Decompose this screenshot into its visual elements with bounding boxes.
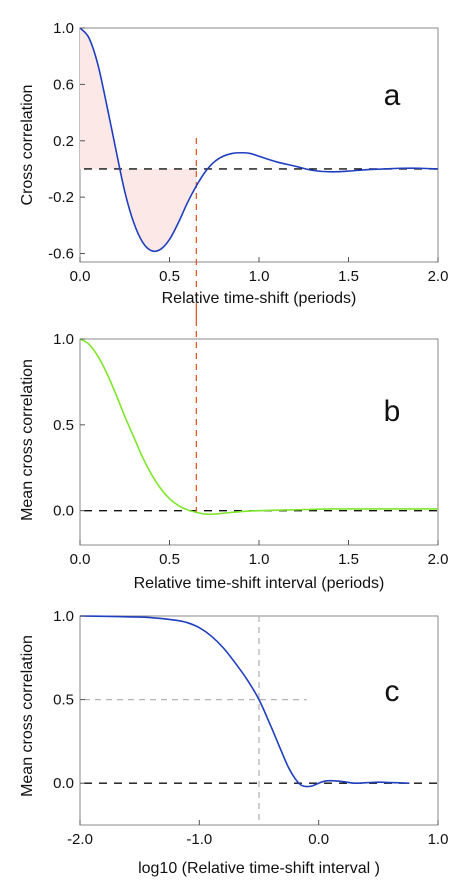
panel-b-x-tick-label: 0.5 — [159, 551, 180, 568]
panel-a-x-tick-label: 1.5 — [338, 268, 359, 285]
panel-c-y-axis-title: Mean cross correlation — [19, 635, 36, 797]
panel-b-x-axis-title: Relative time-shift interval (periods) — [134, 575, 385, 592]
panel-c-letter: c — [385, 675, 400, 708]
panel-a-x-axis-title: Relative time-shift (periods) — [162, 290, 357, 307]
panel-a-y-tick-label: 0.6 — [53, 76, 74, 93]
panel-a-shaded-region — [80, 28, 197, 251]
panel-c-x-tick-label: 1.0 — [428, 831, 449, 848]
panel-b-y-tick-label: 0.5 — [53, 417, 74, 434]
panel-b-x-tick-label: 0.0 — [70, 551, 91, 568]
panel-b-x-tick-label: 1.0 — [249, 551, 270, 568]
panel-b-y-axis-title: Mean cross correlation — [19, 359, 36, 521]
panel-a-x-tick-label: 0.5 — [159, 268, 180, 285]
panel-a-series-line-0 — [79, 27, 439, 253]
panel-c-x-tick-label: -2.0 — [67, 831, 93, 848]
panel-c-series-line-0 — [79, 615, 410, 788]
panel-a-letter: a — [384, 79, 401, 112]
panel-a-x-tick-label: 1.0 — [249, 268, 270, 285]
panel-c-x-axis-title: log10 (Relative time-shift interval ) — [138, 860, 380, 877]
panel-a-y-tick-label: -0.6 — [48, 246, 74, 263]
panel-b-x-tick-label: 1.5 — [338, 551, 359, 568]
panel-a-y-axis-title: Cross correlation — [19, 85, 36, 206]
panel-b-x-tick-label: 2.0 — [428, 551, 449, 568]
panel-a-y-tick-label: -0.2 — [48, 189, 74, 206]
panel-a-y-tick-label: 1.0 — [53, 20, 74, 37]
panel-a-plot-area — [79, 27, 439, 322]
panel-b-series-line-0 — [79, 338, 438, 516]
panel-a-x-tick-label: 2.0 — [428, 268, 449, 285]
panel-b-letter: b — [384, 395, 401, 428]
panel-a-y-tick-label: 0.2 — [53, 133, 74, 150]
panel-b-plot-area — [79, 309, 438, 516]
panel-b-y-tick-label: 1.0 — [53, 331, 74, 348]
panel-c-y-tick-label: 0.5 — [53, 692, 74, 709]
panel-c-x-tick-label: 0.0 — [308, 831, 329, 848]
panel-b-y-tick-label: 0.0 — [53, 503, 74, 520]
panel-b-frame — [79, 338, 439, 546]
panel-c: c log10 (Relative time-shift interval ) … — [19, 608, 448, 877]
panel-a-frame — [79, 27, 439, 263]
panel-c-y-tick-label: 1.0 — [53, 608, 74, 625]
panel-a: a Relative time-shift (periods) Cross co… — [19, 20, 448, 322]
panel-c-x-tick-label: -1.0 — [186, 831, 212, 848]
panel-c-y-tick-label: 0.0 — [53, 775, 74, 792]
panel-a-x-tick-label: 0.0 — [70, 268, 91, 285]
panel-c-plot-area — [79, 615, 438, 825]
panel-b: b Relative time-shift interval (periods)… — [19, 309, 448, 592]
